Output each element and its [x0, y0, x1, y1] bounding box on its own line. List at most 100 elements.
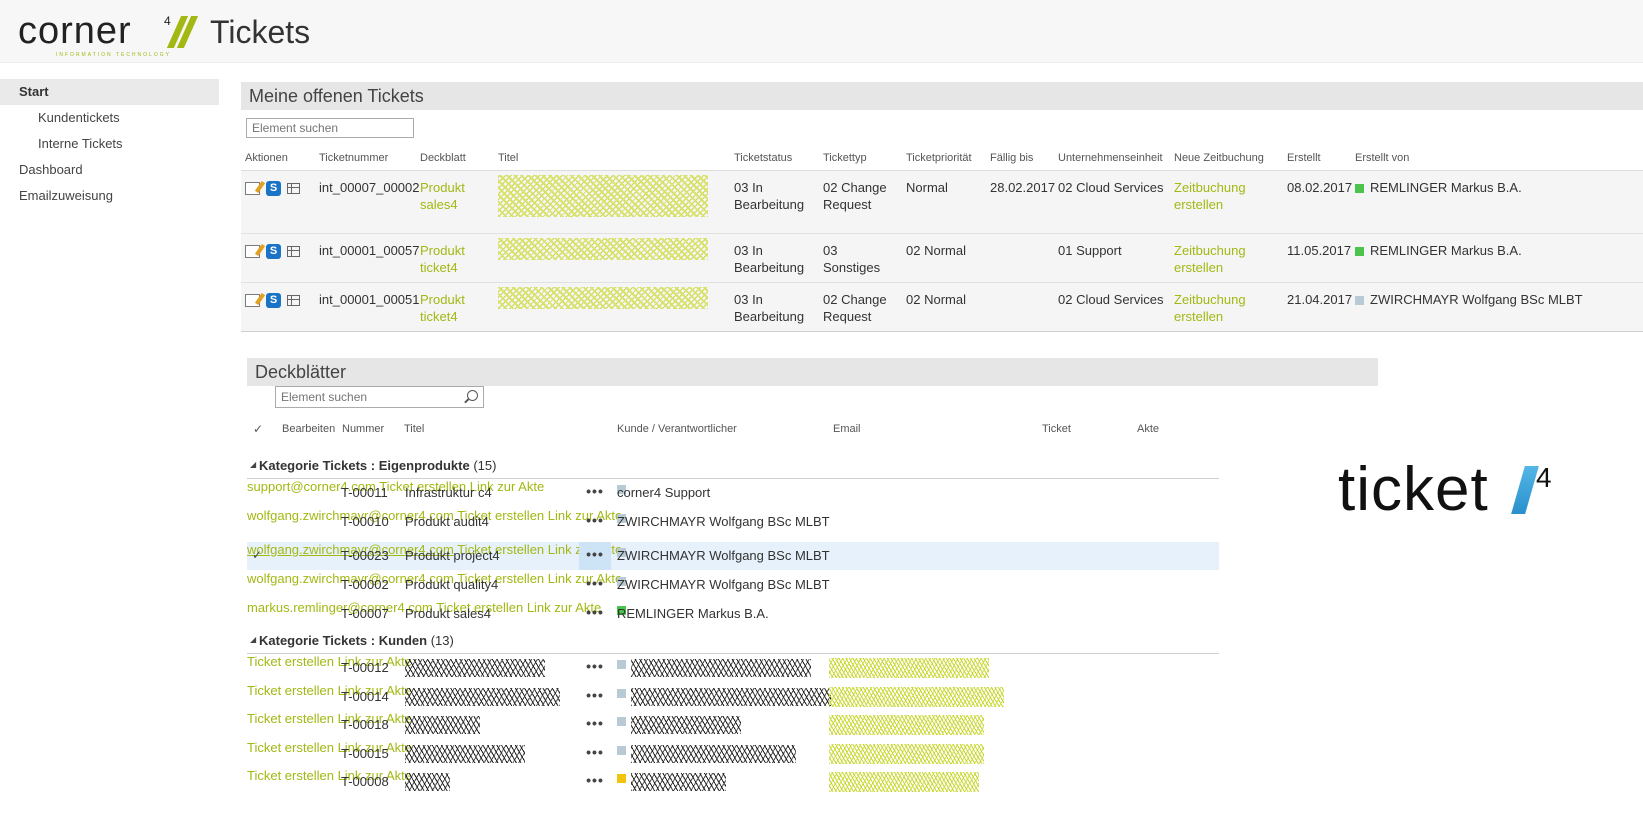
deckblatt-link[interactable]: Produkt ticket4 [420, 243, 465, 275]
link-zur-akte[interactable]: Link zur Akte [337, 654, 412, 669]
deckblatt-link[interactable]: Produkt ticket4 [420, 292, 465, 324]
zeitbuchung-link[interactable]: Zeitbuchung erstellen [1174, 243, 1246, 275]
grid-view-icon[interactable] [287, 295, 300, 306]
list-item[interactable]: T-00014 ••• Ticket erstellen Link zur Ak… [247, 683, 1219, 711]
ticket-erstellen-link[interactable]: Ticket erstellen [247, 768, 334, 783]
ticket-erstellen-link[interactable]: Ticket erstellen [379, 479, 467, 494]
email-link[interactable]: markus.remlinger@corner4.com [247, 600, 433, 615]
col-erstellt-von[interactable]: Erstellt von [1351, 146, 1643, 171]
item-title[interactable]: Infrastruktur c4 [405, 485, 492, 500]
edit-icon[interactable] [245, 294, 260, 307]
nav-item-kundentickets[interactable]: Kundentickets [38, 110, 120, 125]
kunde-name[interactable]: ZWIRCHMAYR Wolfgang BSc MLBT [617, 577, 830, 592]
kunde-name[interactable]: ZWIRCHMAYR Wolfgang BSc MLBT [617, 548, 830, 563]
collapse-triangle-icon[interactable]: ◢ [250, 635, 257, 644]
ellipsis-icon[interactable]: ••• [586, 744, 604, 760]
item-title[interactable]: Produkt sales4 [405, 606, 491, 621]
ellipsis-icon[interactable]: ••• [586, 658, 604, 674]
list-item[interactable]: T-00002 Produkt quality4 ••• ZWIRCHMAYR … [247, 571, 1219, 599]
corner4-logo[interactable]: corner 4 INFORMATION TECHNOLOGY [18, 12, 199, 58]
col-deckblatt[interactable]: Deckblatt [416, 146, 494, 171]
nav-item-interne-tickets[interactable]: Interne Tickets [38, 136, 123, 151]
link-zur-akte[interactable]: Link zur Akte [547, 571, 623, 586]
list-item[interactable]: T-00018 ••• Ticket erstellen Link zur Ak… [247, 711, 1219, 739]
list-item[interactable]: T-00007 Produkt sales4 ••• REMLINGER Mar… [247, 600, 1219, 628]
col-akte[interactable]: Akte [1137, 423, 1160, 435]
deckblatt-link[interactable]: Produkt sales4 [420, 180, 465, 212]
link-zur-akte[interactable]: Link zur Akte [337, 768, 412, 783]
ellipsis-icon[interactable]: ••• [586, 483, 604, 499]
group-header-eigenprodukte[interactable]: ◢ Kategorie Tickets : Eigenprodukte (15) [247, 454, 1219, 479]
ticket-erstellen-link[interactable]: Ticket erstellen [247, 683, 334, 698]
col-email[interactable]: Email [833, 423, 861, 435]
ticket-erstellen-link[interactable]: Ticket erstellen [247, 740, 334, 755]
link-zur-akte[interactable]: Link zur Akte [547, 508, 623, 523]
sharepoint-icon[interactable]: S [266, 293, 281, 308]
ticket-erstellen-link[interactable]: Ticket erstellen [457, 508, 545, 523]
item-title[interactable]: Produkt project4 [405, 548, 500, 563]
zeitbuchung-link[interactable]: Zeitbuchung erstellen [1174, 180, 1246, 212]
list-item[interactable]: T-00011 Infrastruktur c4 ••• corner4 Sup… [247, 479, 1219, 507]
ticket-erstellen-link[interactable]: Ticket erstellen [457, 542, 545, 557]
checkmark-icon[interactable]: ✓ [252, 548, 263, 562]
zeitbuchung-link[interactable]: Zeitbuchung erstellen [1174, 292, 1246, 324]
sharepoint-icon[interactable]: S [266, 244, 281, 259]
link-zur-akte[interactable]: Link zur Akte [337, 740, 412, 755]
link-zur-akte[interactable]: Link zur Akte [526, 600, 602, 615]
group-header-kunden[interactable]: ◢ Kategorie Tickets : Kunden (13) [247, 629, 1219, 654]
col-bearbeiten[interactable]: Bearbeiten [282, 423, 336, 435]
grid-view-icon[interactable] [287, 183, 300, 194]
edit-icon[interactable] [245, 182, 260, 195]
nav-item-emailzuweisung[interactable]: Emailzuweisung [19, 188, 113, 203]
list-item-selected[interactable]: ✓ T-00023 Produkt project4 ••• ZWIRCHMAY… [247, 542, 1219, 570]
ellipsis-icon[interactable]: ••• [586, 575, 604, 591]
deckblaetter-search-input[interactable] [276, 387, 466, 407]
col-erstellt[interactable]: Erstellt [1283, 146, 1351, 171]
col-ticketprioritaet[interactable]: Ticketpriorität [902, 146, 986, 171]
table-row[interactable]: S int_00007_00002 Produkt sales4 03 In B… [241, 170, 1643, 234]
created-by-name[interactable]: ZWIRCHMAYR Wolfgang BSc MLBT [1370, 292, 1583, 307]
col-ticketnummer[interactable]: Ticketnummer [315, 146, 416, 171]
sharepoint-icon[interactable]: S [266, 181, 281, 196]
nav-item-dashboard[interactable]: Dashboard [19, 162, 83, 177]
item-title[interactable]: Produkt audit4 [405, 514, 489, 529]
col-tickettyp[interactable]: Tickettyp [819, 146, 902, 171]
open-tickets-search-input[interactable] [246, 118, 414, 138]
link-zur-akte[interactable]: Link zur Akte [337, 683, 412, 698]
list-item[interactable]: T-00008 ••• Ticket erstellen Link zur Ak… [247, 768, 1219, 796]
search-icon[interactable] [467, 390, 478, 401]
col-nummer[interactable]: Nummer [342, 423, 385, 435]
ellipsis-icon[interactable]: ••• [586, 687, 604, 703]
table-row[interactable]: S int_00001_00051 Produkt ticket4 03 In … [241, 282, 1643, 332]
nav-item-start[interactable]: Start [0, 79, 219, 105]
col-titel[interactable]: Titel [404, 423, 425, 435]
select-all-checkmark-icon[interactable]: ✓ [253, 422, 264, 436]
kunde-name[interactable]: REMLINGER Markus B.A. [617, 606, 769, 621]
email-link[interactable]: wolfgang.zwirchmayr@corner4.com [247, 542, 454, 557]
edit-icon[interactable] [245, 245, 260, 258]
link-zur-akte[interactable]: Link zur Akte [337, 711, 412, 726]
created-by-name[interactable]: REMLINGER Markus B.A. [1370, 243, 1522, 258]
item-title[interactable]: Produkt quality4 [405, 577, 499, 592]
col-unternehmenseinheit[interactable]: Unternehmenseinheit [1054, 146, 1170, 171]
col-faellig-bis[interactable]: Fällig bis [986, 146, 1054, 171]
ellipsis-icon[interactable]: ••• [586, 715, 604, 731]
col-aktionen[interactable]: Aktionen [241, 146, 315, 171]
link-zur-akte[interactable]: Link zur Akte [469, 479, 545, 494]
collapse-triangle-icon[interactable]: ◢ [250, 460, 257, 469]
ticket-erstellen-link[interactable]: Ticket erstellen [247, 654, 334, 669]
ticket-erstellen-link[interactable]: Ticket erstellen [247, 711, 334, 726]
created-by-name[interactable]: REMLINGER Markus B.A. [1370, 180, 1522, 195]
col-titel[interactable]: Titel [494, 146, 730, 171]
col-ticketstatus[interactable]: Ticketstatus [730, 146, 819, 171]
ticket-erstellen-link[interactable]: Ticket erstellen [457, 571, 545, 586]
list-item[interactable]: T-00015 ••• Ticket erstellen Link zur Ak… [247, 740, 1219, 768]
ellipsis-icon[interactable]: ••• [586, 772, 604, 788]
list-item[interactable]: T-00012 ••• Ticket erstellen Link zur Ak… [247, 654, 1219, 682]
ellipsis-icon[interactable]: ••• [586, 512, 604, 528]
kunde-name[interactable]: ZWIRCHMAYR Wolfgang BSc MLBT [617, 514, 830, 529]
ellipsis-icon[interactable]: ••• [579, 542, 611, 570]
table-row[interactable]: S int_00001_00057 Produkt ticket4 03 In … [241, 233, 1643, 283]
grid-view-icon[interactable] [287, 246, 300, 257]
ticket-erstellen-link[interactable]: Ticket erstellen [436, 600, 524, 615]
